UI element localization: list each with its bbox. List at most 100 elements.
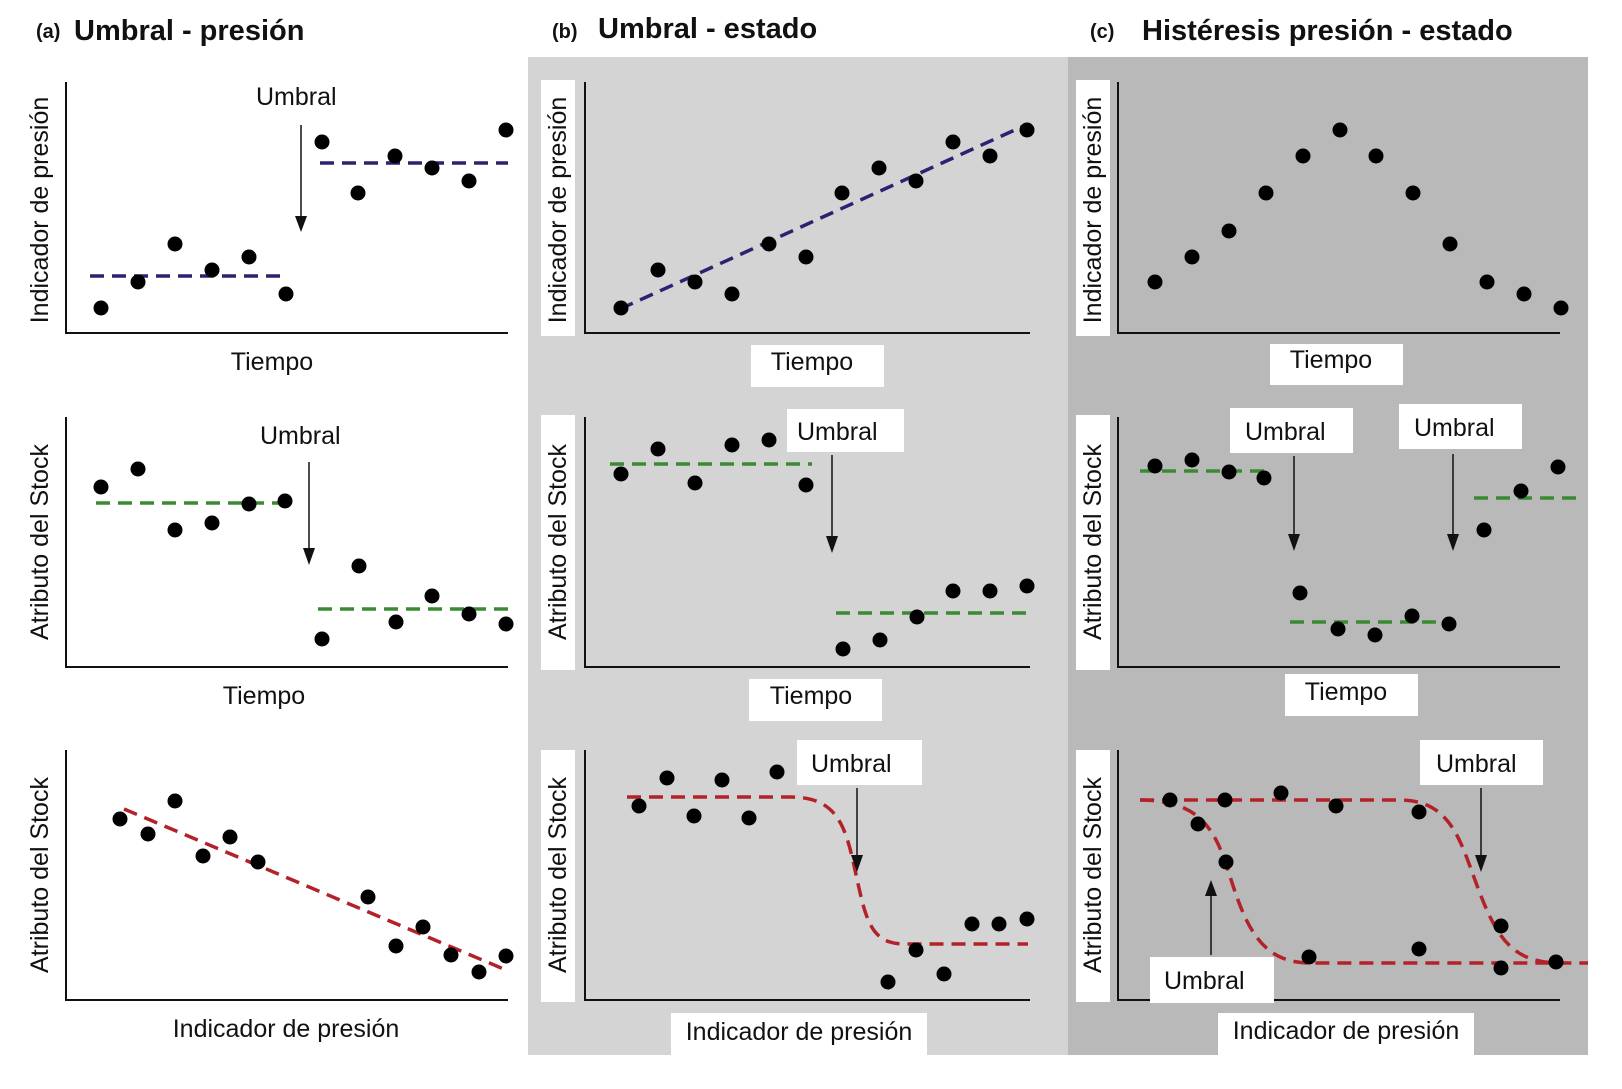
- plot-a3-point: [415, 919, 431, 935]
- plot-b3-axes: [584, 750, 1030, 1001]
- plot-a2-point: [204, 515, 220, 531]
- plot-a3-point: [167, 793, 183, 809]
- title-b: (b) Umbral - estado: [552, 13, 817, 45]
- plot-b2-point: [909, 609, 925, 625]
- plot-a1-point: [93, 300, 109, 316]
- title-a-letter: (a): [36, 21, 60, 43]
- plot-a3-xlabel: Indicador de presión: [173, 1015, 400, 1043]
- plot-c3-point: [1301, 949, 1317, 965]
- title-b-text: Umbral - estado: [598, 13, 817, 45]
- plot-c3-point: [1493, 960, 1509, 976]
- plot-c2: Atributo del Stock Tiempo Umbral Umbral: [1076, 404, 1580, 716]
- title-c-letter: (c): [1090, 21, 1114, 43]
- plot-a2-point: [461, 606, 477, 622]
- plot-c1-xlabel: Tiempo: [1290, 346, 1372, 374]
- plot-b3-point: [686, 808, 702, 824]
- plot-a1-point: [204, 262, 220, 278]
- plot-a1-threshold-arrowhead: [295, 216, 307, 232]
- plot-b2-point: [982, 583, 998, 599]
- plot-c1-point: [1295, 148, 1311, 164]
- plot-c1-point: [1553, 300, 1569, 316]
- plot-c1-xlabel-box: [1270, 344, 1403, 385]
- plot-c1-point: [1258, 185, 1274, 201]
- plot-a3-point: [112, 811, 128, 827]
- plot-b1-axes: [584, 82, 1030, 334]
- plot-b3-point: [908, 942, 924, 958]
- plot-a2-point: [351, 558, 367, 574]
- plot-c1-point: [1221, 223, 1237, 239]
- plot-b3-threshold-arrowhead: [851, 855, 863, 872]
- plot-c1-ylabel-box: [1076, 80, 1110, 336]
- plot-b1-point: [650, 262, 666, 278]
- plot-b1-point: [834, 185, 850, 201]
- plot-b1-point: [908, 173, 924, 189]
- plot-b1-points: [613, 122, 1035, 316]
- plot-a2-point: [388, 614, 404, 630]
- plot-b3-point: [659, 770, 675, 786]
- plot-b2-point: [945, 583, 961, 599]
- plot-b2-xlabel: Tiempo: [770, 682, 852, 710]
- plot-c3-point: [1411, 941, 1427, 957]
- plot-c1-point: [1332, 122, 1348, 138]
- plot-c2-xlabel: Tiempo: [1305, 678, 1387, 706]
- plot-c3-threshold-label-up: Umbral: [1164, 967, 1245, 995]
- plot-a1-ylabel: Indicador de presión: [26, 97, 54, 324]
- plot-b3-point: [741, 810, 757, 826]
- plot-b1-point: [871, 160, 887, 176]
- plot-b1-xlabel-box: [751, 345, 884, 387]
- plot-b3-points: [631, 764, 1035, 990]
- plot-c2-threshold-arrowhead-1: [1288, 534, 1300, 551]
- plot-b3-sigmoid-line: [627, 795, 1028, 946]
- plot-c2-point: [1367, 627, 1383, 643]
- plot-b3-xlabel: Indicador de presión: [686, 1018, 913, 1046]
- plot-c3-point: [1190, 816, 1206, 832]
- plot-c1-point: [1147, 274, 1163, 290]
- plot-c3-threshold-arrowhead-up: [1205, 880, 1217, 896]
- plot-c2-point: [1256, 470, 1272, 486]
- plot-b2-point: [798, 477, 814, 493]
- plot-b2-point: [1019, 578, 1035, 594]
- plot-b1: Indicador de presión Tiempo: [541, 80, 1035, 387]
- plot-c1-ylabel: Indicador de presión: [1079, 97, 1107, 324]
- title-a-text: Umbral - presión: [74, 15, 304, 47]
- plot-c3-threshold-arrowhead-down: [1475, 855, 1487, 872]
- plot-b2-ylabel: Atributo del Stock: [544, 444, 572, 640]
- plot-a1-point: [278, 286, 294, 302]
- plot-c2-point: [1147, 458, 1163, 474]
- plot-a3-point: [471, 964, 487, 980]
- plot-c3-point: [1162, 792, 1178, 808]
- plot-c3-point: [1328, 798, 1344, 814]
- plot-c2-point: [1476, 522, 1492, 538]
- plot-c1-point: [1184, 249, 1200, 265]
- plot-c2-point: [1184, 452, 1200, 468]
- plot-b1-point: [724, 286, 740, 302]
- plot-a1: Indicador de presión Tiempo Umbral: [26, 82, 514, 376]
- plot-c1-point: [1405, 185, 1421, 201]
- plot-a3-point: [498, 948, 514, 964]
- plot-a3-ylabel: Atributo del Stock: [26, 777, 54, 973]
- plot-b2-axes: [584, 417, 1030, 668]
- plot-c2-threshold-box-1: [1230, 408, 1353, 453]
- plot-a2-point: [498, 616, 514, 632]
- plot-b2-point: [650, 441, 666, 457]
- plot-a1-point: [167, 236, 183, 252]
- plot-b1-point: [687, 274, 703, 290]
- plot-a3-point: [443, 947, 459, 963]
- panel-b-background: [528, 57, 1068, 1055]
- plot-a2-point: [314, 631, 330, 647]
- title-b-letter: (b): [552, 21, 578, 43]
- plot-b3-point: [769, 764, 785, 780]
- plot-c3-xlabel: Indicador de presión: [1233, 1017, 1460, 1045]
- plot-c3-sigmoid-line-return: [1139, 798, 1588, 965]
- plot-c1-axes: [1117, 82, 1560, 334]
- plot-c2-xlabel-box: [1285, 674, 1418, 716]
- plot-c2-threshold-box-2: [1399, 404, 1522, 449]
- plot-c1-point: [1516, 286, 1532, 302]
- plot-b3-point: [964, 916, 980, 932]
- plot-a3-point: [360, 889, 376, 905]
- plot-a2-point: [167, 522, 183, 538]
- plot-c3-ylabel: Atributo del Stock: [1079, 777, 1107, 973]
- plot-c3-point: [1273, 785, 1289, 801]
- plot-a3-point: [140, 826, 156, 842]
- plot-c2-point: [1404, 608, 1420, 624]
